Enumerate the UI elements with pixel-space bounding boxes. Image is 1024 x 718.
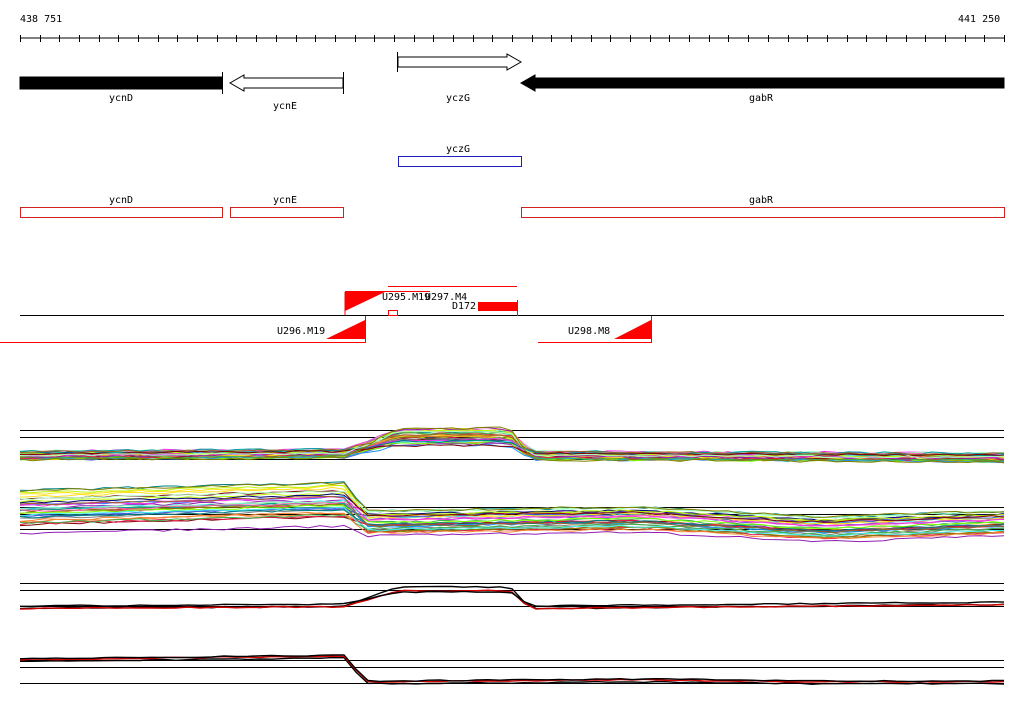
expression-profile-line bbox=[19, 589, 1005, 610]
expression-profile-line bbox=[19, 496, 1005, 534]
expression-profile-line bbox=[19, 511, 1005, 540]
transcript-label-u296: U296.M19 bbox=[277, 326, 326, 337]
transcript-label-u297: U297.M4 bbox=[425, 292, 468, 303]
gene-arrow-yczg bbox=[397, 53, 523, 71]
expression-profile-line bbox=[20, 656, 1005, 686]
annotation-box-yczg bbox=[398, 156, 522, 167]
expression-profile-line bbox=[19, 501, 1005, 539]
box-label-gabr: gabR bbox=[748, 195, 774, 206]
gene-arrow-ycnd bbox=[19, 76, 223, 90]
expression-profile-line bbox=[19, 509, 1005, 532]
transcript-label-d172: D172 bbox=[452, 301, 477, 312]
expression-profile-line bbox=[19, 506, 1004, 537]
transcript-u295-marker bbox=[345, 292, 385, 311]
gene-arrow-gabr bbox=[519, 74, 1005, 92]
box-label-ycnd: ycnD bbox=[108, 195, 134, 206]
coordinate-ruler bbox=[20, 35, 1005, 42]
expression-profile-line bbox=[19, 430, 1005, 459]
transcript-u296-marker bbox=[326, 320, 365, 339]
expression-profile-line bbox=[19, 514, 1005, 537]
box-label-ycne: ycnE bbox=[272, 195, 298, 206]
gene-label-yczg: yczG bbox=[445, 93, 471, 104]
gene-arrow-ycne bbox=[228, 74, 344, 92]
expression-panels bbox=[19, 426, 1005, 686]
expression-profile-line bbox=[19, 433, 1005, 456]
expression-profile-line bbox=[19, 481, 1005, 518]
transcript-track bbox=[0, 286, 1004, 343]
expression-profile-line bbox=[19, 654, 1005, 683]
gene-label-ycnd: ycnD bbox=[108, 93, 134, 104]
transcript-d172-marker bbox=[478, 302, 518, 311]
gene-track bbox=[19, 52, 1005, 94]
start-coordinate: 438 751 bbox=[20, 14, 63, 25]
box-label-yczg: yczG bbox=[445, 144, 471, 155]
annotation-track bbox=[20, 156, 1005, 218]
expression-profile-line bbox=[19, 426, 1005, 464]
expression-profile-line bbox=[19, 524, 1005, 543]
annotation-box-ycne bbox=[230, 207, 344, 218]
expression-profile-line bbox=[19, 486, 1005, 525]
expression-profile-line bbox=[19, 496, 1005, 527]
annotation-box-gabr bbox=[521, 207, 1005, 218]
transcript-label-u295: U295.M19 bbox=[382, 292, 431, 303]
expression-profile-line bbox=[19, 444, 1005, 457]
transcript-u298-marker bbox=[614, 320, 651, 339]
gene-label-gabr: gabR bbox=[748, 93, 774, 104]
expression-profile-line bbox=[19, 484, 1005, 522]
gene-label-ycne: ycnE bbox=[272, 101, 298, 112]
transcript-label-u298: U298.M8 bbox=[568, 326, 611, 337]
expression-profile-line bbox=[19, 504, 1005, 530]
annotation-box-ycnd bbox=[20, 207, 223, 218]
expression-profile-line bbox=[20, 590, 1005, 608]
transcript-u297-stub bbox=[388, 310, 398, 316]
end-coordinate: 441 250 bbox=[958, 14, 1001, 25]
expression-profile-line bbox=[19, 429, 1005, 458]
